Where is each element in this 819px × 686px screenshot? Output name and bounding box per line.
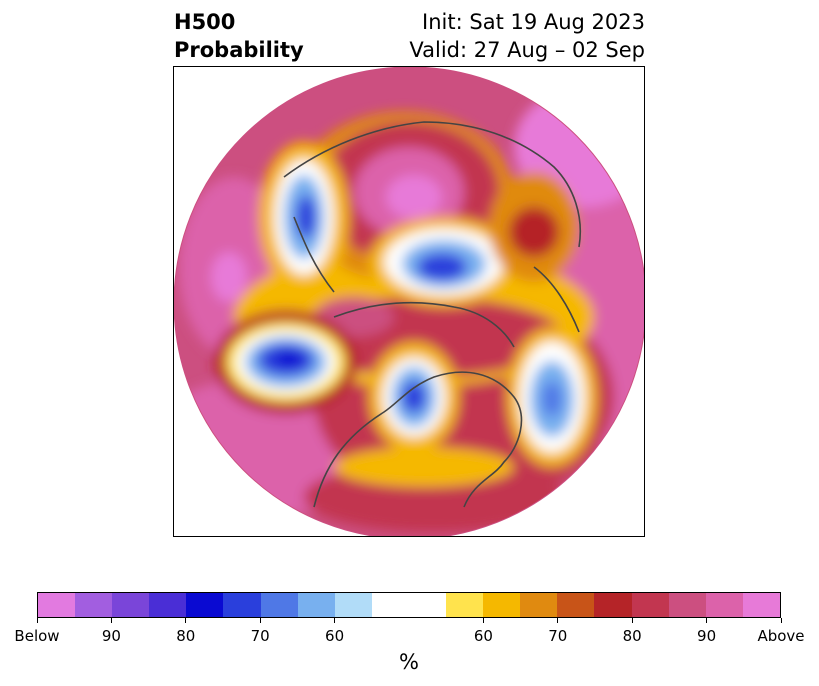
colorbar-tick [631,618,633,623]
colorbar-tick-label: 80 [622,627,642,645]
colorbar-segment [112,593,150,617]
colorbar-segment [631,593,669,617]
colorbar-segment [260,593,298,617]
probability-field [174,67,644,536]
colorbar-segment [186,593,224,617]
colorbar-tick-label: 80 [176,627,196,645]
colorbar-segment [668,593,706,617]
colorbar-segment [75,593,113,617]
colorbar-segment [38,593,76,617]
colorbar-segment [297,593,335,617]
colorbar-unit: % [399,650,419,674]
colorbar-segment [557,593,595,617]
colorbar-segment [483,593,521,617]
colorbar-tick-label: 60 [325,627,345,645]
polar-map-svg [174,67,644,536]
colorbar-segment [334,593,372,617]
colorbar-segment [520,593,558,617]
colorbar-tick [259,618,261,623]
title-line-2: Probability [174,38,304,62]
colorbar-segment [223,593,261,617]
probability-map [173,66,645,537]
colorbar-tick-label: Above [757,627,805,645]
colorbar-tick-label: 70 [548,627,568,645]
colorbar-tick [36,618,38,623]
colorbar [37,592,781,618]
init-time: Init: Sat 19 Aug 2023 [422,10,645,34]
colorbar-tick [706,618,708,623]
coastlines [283,121,582,508]
colorbar-segment [594,593,632,617]
colorbar-tick-label: 90 [101,627,121,645]
colorbar-tick [482,618,484,623]
valid-time: Valid: 27 Aug – 02 Sep [409,38,645,62]
run-info: Init: Sat 19 Aug 2023 Valid: 27 Aug – 02… [409,8,645,64]
colorbar-segment [705,593,743,617]
chart-title: H500 Probability [174,8,304,64]
colorbar-tick [557,618,559,623]
colorbar-tick-label: 70 [250,627,270,645]
colorbar-segment [371,593,447,617]
colorbar-segment [149,593,187,617]
colorbar-segment [742,593,780,617]
title-line-1: H500 [174,10,236,34]
colorbar-tick-label: Below [14,627,60,645]
colorbar-tick-label: 90 [697,627,717,645]
colorbar-tick [110,618,112,623]
colorbar-tick-label: 60 [473,627,493,645]
colorbar-tick [780,618,782,623]
colorbar-tick [334,618,336,623]
colorbar-tick [185,618,187,623]
colorbar-segment [446,593,484,617]
